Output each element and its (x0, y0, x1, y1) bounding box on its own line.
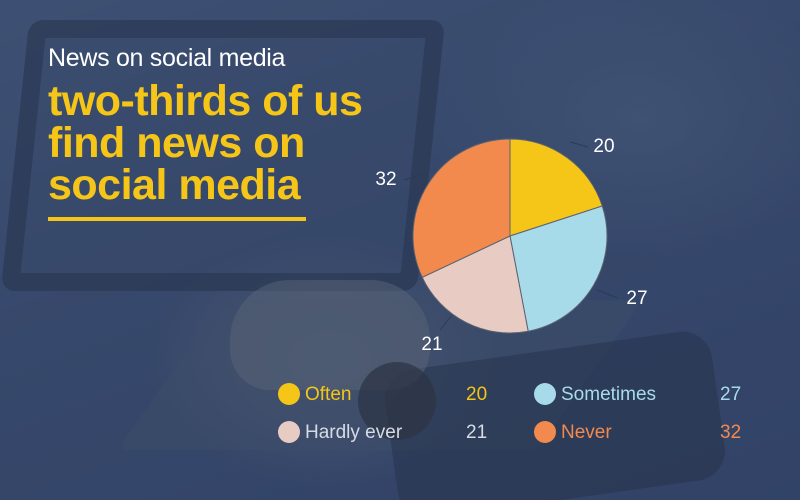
legend-label: Often (305, 384, 352, 405)
data-label-leader (596, 289, 619, 299)
chart-subtitle: News on social media (48, 44, 286, 72)
legend-label: Hardly ever (305, 422, 403, 443)
legend-swatch (278, 421, 300, 443)
legend-item-never: Never 32 (534, 418, 764, 448)
legend-swatch (534, 421, 556, 443)
data-label-leader (403, 174, 421, 181)
legend-item-sometimes: Sometimes 27 (534, 380, 764, 410)
legend-value: 21 (466, 422, 488, 443)
data-label-leader (439, 314, 453, 331)
title-underline (48, 217, 306, 221)
legend-value: 20 (466, 384, 488, 405)
pie-slice-never (412, 138, 511, 278)
data-label-leader (569, 141, 589, 148)
legend-item-hardly-ever: Hardly ever 21 (278, 418, 508, 448)
pie-slice-hardly-ever (421, 235, 529, 334)
chart-title: two-thirds of us find news on social med… (48, 77, 363, 209)
pie-slice-often (509, 138, 603, 237)
legend-label: Sometimes (561, 384, 657, 405)
legend-label: Never (561, 422, 612, 443)
watch-silhouette (358, 362, 436, 440)
data-label-never: 32 (375, 169, 396, 190)
legend-value: 32 (720, 422, 742, 443)
data-label-often: 20 (593, 136, 614, 157)
data-label-sometimes: 27 (626, 288, 647, 309)
legend-swatch (534, 383, 556, 405)
legend-item-often: Often 20 (278, 380, 508, 410)
chart-legend: Often 20 Sometimes 27 Hardly ever 21 Never 32 (278, 380, 758, 460)
data-label-hardly-ever: 21 (421, 334, 442, 355)
pie-slice-sometimes (509, 205, 608, 332)
legend-swatch (278, 383, 300, 405)
legend-value: 27 (720, 384, 742, 405)
